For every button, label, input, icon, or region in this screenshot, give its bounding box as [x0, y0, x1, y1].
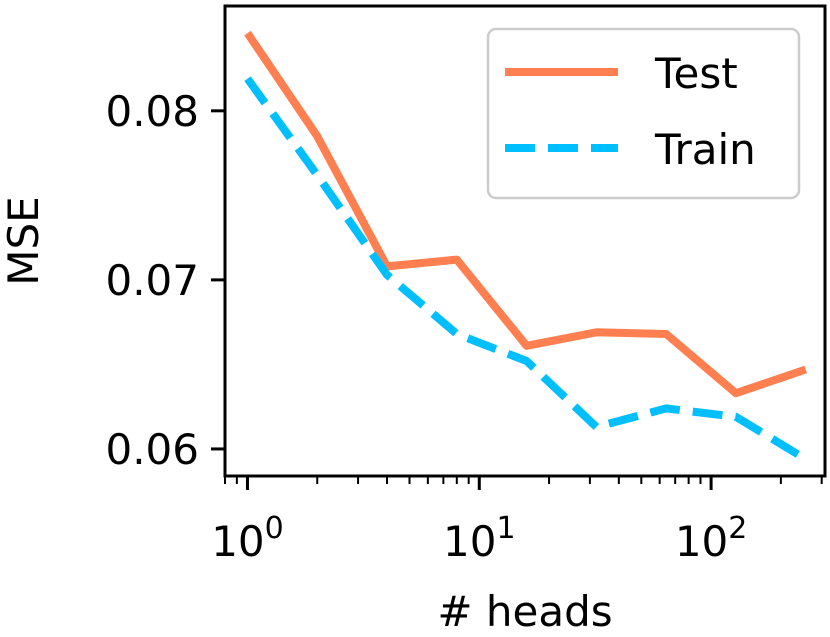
x-axis-label: # heads: [437, 587, 612, 636]
legend-test-label: Test: [654, 49, 738, 98]
legend-train-label: Train: [654, 125, 756, 174]
y-tick-label: 0.08: [105, 87, 199, 136]
series-line-test: [244, 30, 807, 398]
plot-frame: [223, 4, 827, 478]
y-tick-label: 0.07: [105, 256, 199, 305]
legend: Test Train: [486, 27, 801, 200]
x-tick-label: 100: [211, 511, 284, 566]
x-tick-label: 102: [675, 511, 748, 566]
series-line-train: [244, 76, 808, 463]
x-tick-label: 101: [443, 511, 516, 566]
y-tick-label: 0.06: [105, 425, 199, 474]
y-axis-label: MSE: [0, 196, 48, 285]
